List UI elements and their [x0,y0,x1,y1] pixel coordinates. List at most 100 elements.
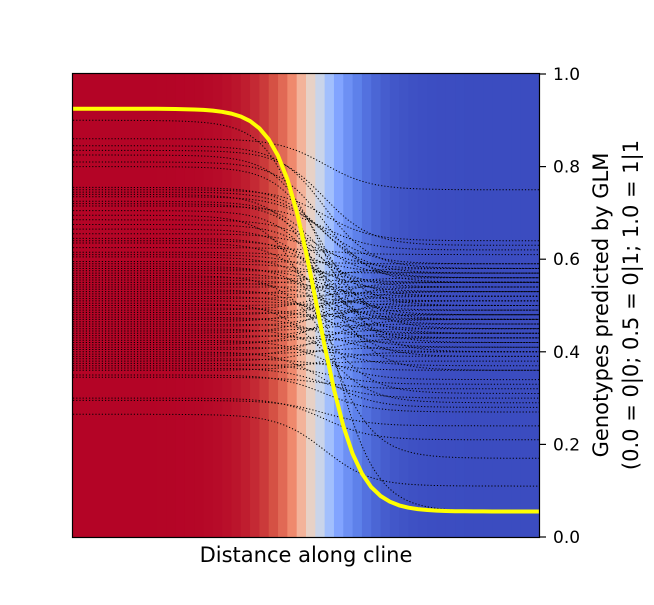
colormap-band [408,74,419,537]
dotted-genotype-line [73,295,539,330]
dotted-genotype-line [73,186,539,279]
colormap-band [250,74,260,537]
cline-curve-layer [73,106,539,514]
dotted-genotype-line [73,119,539,512]
dotted-genotype-line [73,305,539,327]
dotted-genotype-line [73,374,539,413]
dotted-genotype-line [73,203,539,320]
dotted-genotype-line [73,291,539,334]
colormap-band [184,74,195,537]
dotted-genotype-line [73,316,539,353]
dotted-genotype-line [73,263,539,283]
dotted-genotype-line [73,300,539,306]
colormap-band [427,74,438,537]
y-tick-label: 0.6 [553,250,580,270]
dotted-genotype-line [73,328,539,367]
individual-genotype-lines [73,119,539,512]
colormap-band [166,74,177,537]
colormap-band [511,74,521,537]
dotted-genotype-line [73,399,539,427]
dotted-genotype-line [73,189,539,242]
dotted-genotype-line [73,300,539,316]
dotted-genotype-line [73,351,539,408]
dotted-genotype-line [73,274,539,394]
dotted-genotype-line [73,281,539,311]
dotted-genotype-line [73,413,539,487]
dotted-genotype-line [73,265,539,339]
dotted-genotype-line [73,205,539,251]
y-tick-label: 0.8 [553,158,580,178]
colormap-band [259,74,270,537]
dotted-genotype-line [73,362,539,385]
dotted-genotype-line [73,307,539,334]
dotted-genotype-line [73,256,539,325]
dotted-genotype-line [73,270,539,274]
dotted-genotype-line [73,149,539,246]
dotted-genotype-line [73,261,539,265]
dotted-genotype-line [73,339,539,381]
dotted-genotype-line [73,323,539,339]
colormap-band [175,74,186,537]
y-tick-label: 1.0 [553,65,580,85]
y-axis-label-line-1: Genotypes predicted by GLM [589,153,613,458]
dotted-genotype-line [73,268,539,286]
colormap-band [417,74,428,537]
dotted-genotype-line [73,360,539,367]
dotted-genotype-line [73,277,539,295]
dotted-genotype-line [73,286,539,323]
dotted-genotype-line [73,272,539,311]
dotted-genotype-line [73,291,539,300]
dotted-genotype-line [73,277,539,283]
dotted-genotype-line [73,295,539,316]
colormap-band [268,74,279,537]
dotted-genotype-line [73,335,539,343]
colormap-band [278,74,288,537]
dotted-genotype-line [73,145,539,269]
dotted-genotype-line [73,214,539,459]
dotted-genotype-line [73,397,539,441]
dotted-genotype-line [73,309,539,320]
dotted-genotype-line [73,288,539,348]
colormap-band [343,74,354,537]
dotted-genotype-line [73,254,539,293]
dotted-genotype-line [73,367,539,399]
dotted-genotype-line [73,138,539,191]
dotted-genotype-line [73,318,539,357]
colormap-band [287,74,298,537]
plot-frame [71,72,541,539]
y-axis-label-group: Genotypes predicted by GLM (0.0 = 0|0; 0… [589,140,644,470]
dotted-genotype-line [73,279,539,297]
dotted-genotype-line [73,323,539,332]
dotted-genotype-line [73,200,539,306]
cline-curve [73,106,539,514]
dotted-genotype-line [73,302,539,404]
y-axis-label-line-2: (0.0 = 0|0; 0.5 = 0|1; 1.0 = 1|1 [619,140,644,470]
dotted-genotype-line [73,311,539,320]
y-tick-label: 0.0 [553,528,580,548]
y-tick-label: 0.4 [553,343,580,363]
dotted-genotype-line [73,332,539,350]
colormap-band [73,74,83,537]
dotted-genotype-line [73,314,539,339]
colormap-band [306,74,316,537]
dotted-genotype-line [73,191,539,274]
colormap-band [399,74,410,537]
dotted-genotype-line [73,291,539,306]
colormap-band [529,74,540,537]
colormap-band [138,74,149,537]
dotted-genotype-line [73,328,539,343]
dotted-genotype-line [73,376,539,390]
dotted-genotype-line [73,351,539,371]
y-axis: 0.0 0.2 0.4 0.6 0.8 1.0 [540,65,580,548]
dotted-genotype-line [73,346,539,355]
colormap-band [82,74,93,537]
dotted-genotype-line [73,219,539,279]
dotted-genotype-line [73,346,539,357]
colormap-band [147,74,158,537]
dotted-genotype-line [73,247,539,256]
dotted-genotype-line [73,251,539,274]
colormap-band [380,74,391,537]
colormap-band [156,74,167,537]
colormap-band [194,74,205,537]
